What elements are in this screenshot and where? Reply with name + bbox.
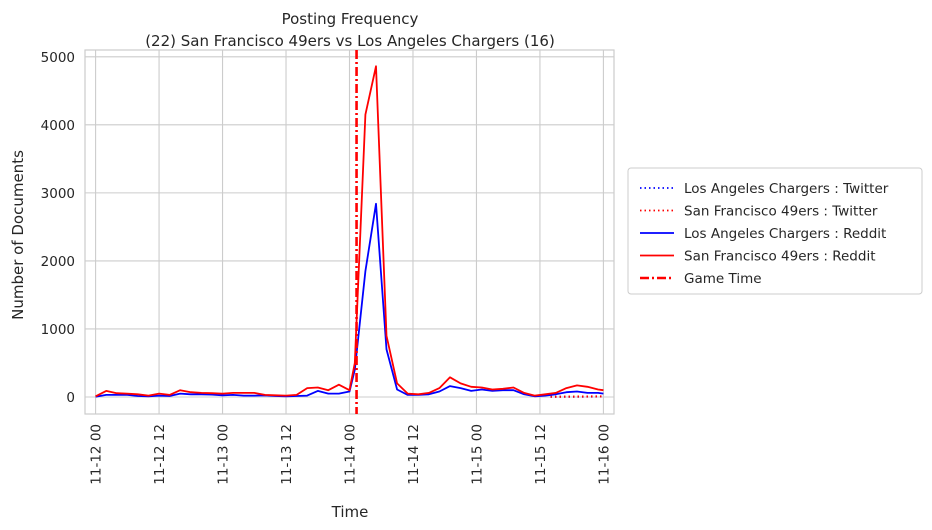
- legend-label: Los Angeles Chargers : Twitter: [684, 181, 889, 197]
- y-tick-label: 2000: [41, 254, 75, 270]
- y-tick-label: 1000: [41, 322, 75, 338]
- plot-area: 0 1000 2000 3000 4000 5000 11-12 00 11-12 12 11-…: [41, 49, 615, 485]
- y-tick-label: 5000: [41, 50, 75, 66]
- legend-label: Los Angeles Chargers : Reddit: [684, 226, 886, 242]
- legend: Los Angeles Chargers : Twitter San Franci…: [627, 167, 923, 295]
- chart-subtitle: (22) San Francisco 49ers vs Los Angeles …: [145, 32, 555, 50]
- y-axis-label: Number of Documents: [9, 150, 27, 320]
- legend-label: San Francisco 49ers : Twitter: [684, 204, 878, 220]
- y-tick-label: 3000: [41, 186, 75, 202]
- chart-title: Posting Frequency: [282, 10, 419, 28]
- plot-frame: [84, 49, 615, 415]
- legend-box: [627, 167, 923, 295]
- x-tick-label: 11-15 00: [469, 424, 485, 485]
- legend-label: Game Time: [684, 271, 762, 287]
- series-line-4: [95, 65, 604, 398]
- legend-label: San Francisco 49ers : Reddit: [684, 249, 876, 265]
- y-tick-label: 0: [66, 390, 75, 406]
- x-tick-label: 11-15 12: [533, 424, 549, 485]
- y-tick-label: 4000: [41, 118, 75, 134]
- x-tick-label: 11-12 00: [89, 424, 105, 485]
- x-tick-label: 11-14 00: [343, 424, 359, 485]
- x-tick-label: 11-14 12: [406, 424, 422, 485]
- x-tick-label: 11-12 12: [152, 424, 168, 485]
- x-axis-label: Time: [331, 503, 369, 521]
- x-tick-label: 11-16 00: [596, 424, 612, 485]
- x-tick-label: 11-13 00: [216, 424, 232, 485]
- x-tick-label: 11-13 12: [279, 424, 295, 485]
